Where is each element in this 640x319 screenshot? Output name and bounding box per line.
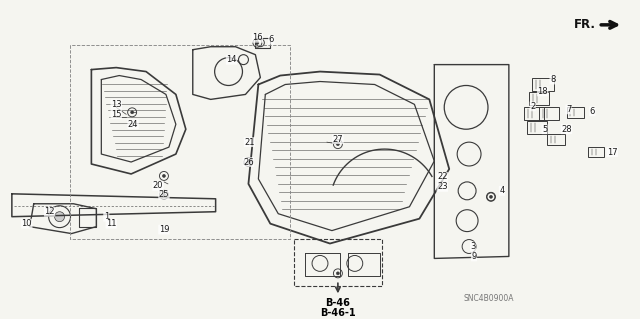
Text: 13: 13 [111,100,122,109]
Text: 22: 22 [437,173,447,182]
Text: 3: 3 [470,242,476,251]
Bar [524,108,543,120]
Text: 4: 4 [499,186,504,195]
Text: B-46-1: B-46-1 [320,308,356,318]
Text: 9: 9 [472,252,477,261]
Text: 21: 21 [244,137,255,147]
Text: 12: 12 [44,207,55,216]
Text: B-46: B-46 [326,298,350,308]
Bar [539,108,559,120]
Circle shape [131,111,134,114]
Text: 28: 28 [561,125,572,134]
Bar [527,121,547,134]
Text: 1: 1 [104,212,109,221]
Bar [529,93,548,105]
Text: 6: 6 [589,107,595,116]
Text: 24: 24 [128,120,138,129]
Text: 25: 25 [159,190,169,199]
Circle shape [337,143,339,145]
Text: SNC4B0900A: SNC4B0900A [464,294,514,303]
Text: 17: 17 [607,148,618,157]
Text: 2: 2 [530,102,535,111]
Text: 16: 16 [252,33,262,42]
Text: 27: 27 [333,135,343,144]
Text: 11: 11 [106,219,116,228]
Circle shape [337,272,339,275]
Text: 20: 20 [153,182,163,190]
Text: 14: 14 [227,55,237,64]
Bar [566,108,584,118]
Circle shape [490,195,492,198]
Text: 26: 26 [243,158,253,167]
Circle shape [163,193,165,196]
Circle shape [247,160,250,164]
Text: 15: 15 [111,110,122,119]
Text: 19: 19 [159,225,169,234]
Text: 7: 7 [566,105,571,114]
Bar [294,239,381,286]
Bar [547,134,564,145]
Text: 5: 5 [542,125,547,134]
Circle shape [163,174,165,177]
Circle shape [54,212,65,222]
Circle shape [256,41,259,44]
Text: FR.: FR. [574,19,596,31]
Bar [532,78,554,92]
Text: 10: 10 [22,219,32,228]
Text: 18: 18 [538,87,548,96]
Text: 8: 8 [550,75,556,84]
Text: 23: 23 [437,182,447,191]
Text: 6: 6 [269,35,274,44]
Bar [588,147,604,157]
